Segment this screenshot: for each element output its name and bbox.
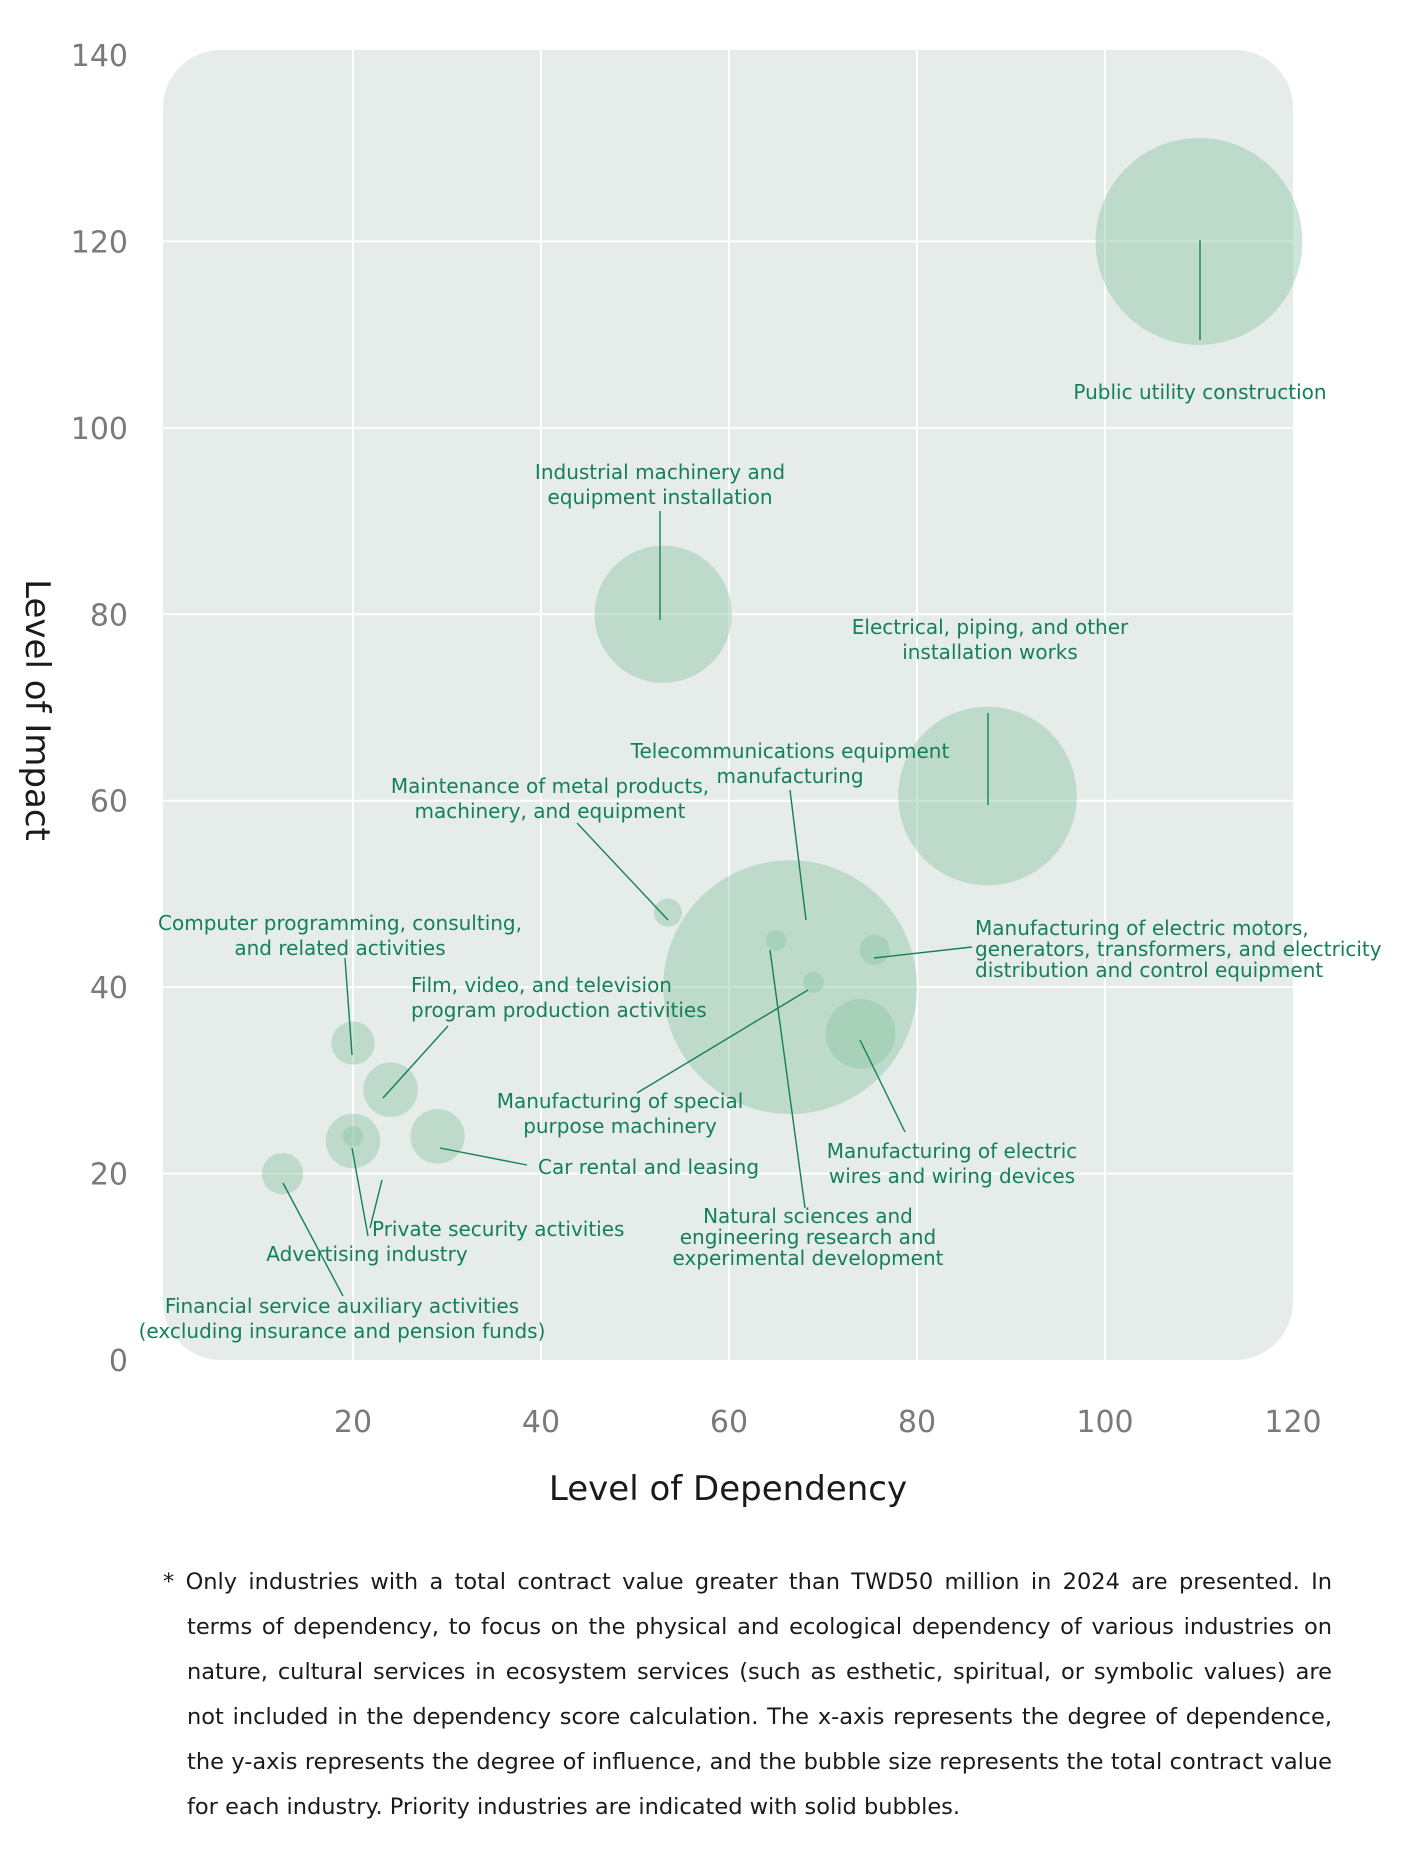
- bubble-label: Telecommunications equipment manufacturin…: [630, 739, 950, 788]
- bubble-label: Natural sciences and engineering research…: [673, 1204, 944, 1270]
- y-tick-label: 140: [71, 39, 128, 74]
- bubble-label: Financial service auxiliary activities (e…: [139, 1294, 546, 1343]
- leader-line: [789, 789, 807, 921]
- footnote: * Only industries with a total contract …: [163, 1569, 1332, 1820]
- x-tick-labels: 20 40 60 80 100 120: [334, 1405, 1322, 1440]
- bubble-label: Car rental and leasing: [538, 1155, 759, 1179]
- y-tick-label: 100: [71, 412, 128, 447]
- bubble-label: Manufacturing of special purpose machiner…: [497, 1089, 744, 1138]
- bubble: [410, 1109, 465, 1164]
- bubble-label: Electrical, piping, and other installatio…: [852, 615, 1129, 664]
- leader-line: [282, 1182, 344, 1297]
- bubble: [825, 998, 896, 1069]
- leader-line: [636, 989, 809, 1094]
- bubble-label: Manufacturing of electric motors, generat…: [975, 916, 1382, 982]
- bubble: [261, 1152, 304, 1195]
- bubble: [765, 930, 787, 951]
- leader-lines: [282, 240, 1201, 1297]
- leader-line: [859, 1039, 906, 1133]
- leader-line: [344, 957, 353, 1056]
- bubble: [803, 972, 824, 993]
- x-tick-label: 20: [334, 1405, 372, 1440]
- x-tick-label: 120: [1264, 1405, 1321, 1440]
- leader-line: [439, 1147, 528, 1166]
- bubble-label: Manufacturing of electric wires and wirin…: [827, 1139, 1078, 1188]
- y-tick-label: 0: [109, 1344, 128, 1379]
- x-tick-label: 40: [522, 1405, 560, 1440]
- y-tick-label: 40: [90, 971, 128, 1006]
- bubble: [653, 898, 683, 927]
- bubble: [663, 860, 917, 1115]
- bubble: [594, 545, 732, 683]
- bubble-label: Maintenance of metal products, machinery,…: [391, 774, 709, 823]
- bubble-label: Public utility construction: [1073, 380, 1326, 404]
- y-tick-label: 60: [90, 785, 128, 820]
- leader-line: [369, 1179, 383, 1229]
- y-axis-title: Level of Impact: [17, 579, 57, 841]
- bubble-label: Computer programming, consulting, and rel…: [158, 911, 522, 960]
- bubble-label: Private security activities: [372, 1217, 624, 1241]
- bubble-label: Industrial machinery and equipment instal…: [535, 460, 785, 509]
- grid-lines: [163, 50, 1293, 1360]
- leader-line: [351, 1147, 369, 1237]
- leader-line: [769, 949, 806, 1209]
- x-tick-label: 100: [1076, 1405, 1133, 1440]
- y-tick-label: 20: [90, 1158, 128, 1193]
- bubble: [1095, 138, 1303, 345]
- y-tick-label: 80: [90, 598, 128, 633]
- leader-line: [382, 1025, 449, 1099]
- bubbles: [261, 138, 1303, 1195]
- x-tick-label: 80: [898, 1405, 936, 1440]
- bubble-chart: Public utility construction Industrial ma…: [17, 39, 1382, 1509]
- bubble-label: Film, video, and television program produ…: [411, 973, 707, 1022]
- bubble: [342, 1125, 364, 1147]
- x-tick-label: 60: [710, 1405, 748, 1440]
- y-tick-label: 120: [71, 225, 128, 260]
- y-tick-labels: 0 20 40 60 80 100 120 140: [71, 39, 128, 1379]
- bubble: [325, 1113, 381, 1169]
- bubble-label: Advertising industry: [266, 1242, 468, 1266]
- bubble: [859, 934, 890, 965]
- leader-line: [576, 822, 669, 921]
- bubble: [331, 1021, 375, 1065]
- leader-line: [873, 946, 973, 959]
- bubble-labels: Public utility construction Industrial ma…: [139, 380, 1382, 1343]
- x-axis-title: Level of Dependency: [549, 1469, 907, 1509]
